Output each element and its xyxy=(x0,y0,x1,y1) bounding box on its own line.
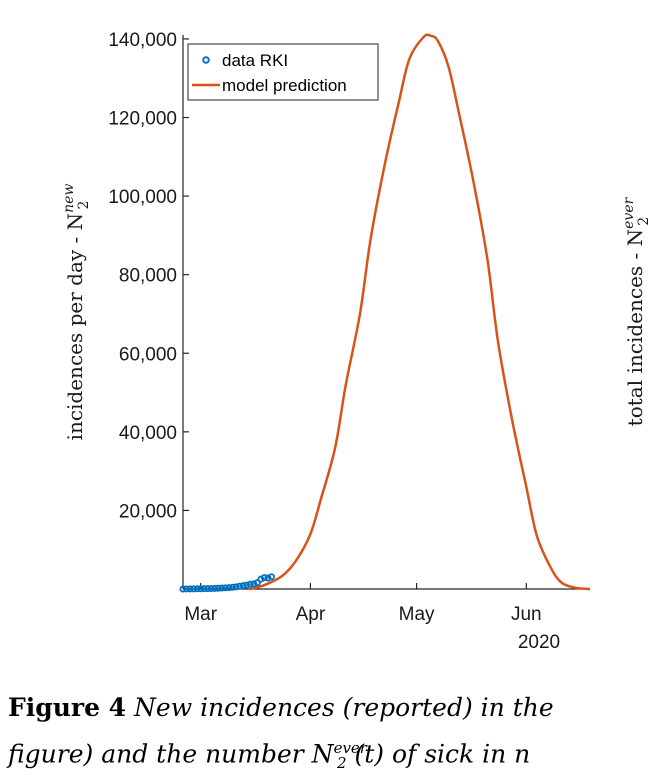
incidence-chart: 20,000 40,000 60,000 80,000 100,000 120,000 14… xyxy=(61,30,652,653)
data-rki-point xyxy=(183,585,191,593)
right-panel-y-axis-label: total incidences - Never2 xyxy=(621,196,652,426)
data-rki-point xyxy=(204,585,212,593)
x-tick-label: Jun xyxy=(511,604,542,625)
data-rki-point xyxy=(253,579,261,587)
legend: data RKI model prediction xyxy=(187,43,379,101)
x-tick-label: May xyxy=(399,604,435,625)
data-rki-point xyxy=(260,574,268,582)
data-rki-point xyxy=(229,583,237,591)
legend-label-model: model prediction xyxy=(222,76,347,95)
caption-text-2a: figure) and the number N xyxy=(8,739,334,769)
caption-text-1: New incidences (reported) in the xyxy=(134,693,554,722)
data-rki-point xyxy=(246,580,254,588)
x-tick-label: Apr xyxy=(296,604,326,625)
data-rki-point xyxy=(225,584,233,592)
caption-line-2: figure) and the number Never2 (t) of sic… xyxy=(8,728,664,783)
data-rki-point xyxy=(214,584,222,592)
data-rki-point xyxy=(239,582,247,590)
data-rki-series xyxy=(179,573,275,593)
x-axis-year-label: 2020 xyxy=(518,632,560,653)
caption-line-1: Figure 4 New incidences (reported) in th… xyxy=(8,688,664,728)
model-prediction-line xyxy=(249,33,591,591)
y-tick-label: 20,000 xyxy=(119,501,177,522)
legend-box xyxy=(187,43,379,101)
caption-sub: 2 xyxy=(336,754,347,773)
figure-label: Figure 4 xyxy=(8,693,127,722)
data-rki-point xyxy=(218,584,226,592)
y-tick-label: 140,000 xyxy=(108,30,177,51)
data-rki-point xyxy=(264,574,272,582)
data-rki-point xyxy=(250,580,258,588)
data-rki-point xyxy=(267,573,275,581)
data-rki-point xyxy=(236,582,244,590)
data-rki-point xyxy=(179,585,187,593)
legend-marker-data-rki xyxy=(202,56,210,64)
y-ticks: 20,000 40,000 60,000 80,000 100,000 120,000 14… xyxy=(108,30,189,522)
data-rki-point xyxy=(200,585,208,593)
data-rki-point xyxy=(221,584,229,592)
model-prediction-series xyxy=(249,33,591,591)
data-rki-point xyxy=(207,584,215,592)
y-tick-label: 80,000 xyxy=(119,266,177,287)
caption-text-2b: (t) of sick in n xyxy=(354,739,531,769)
data-rki-point xyxy=(186,585,194,593)
legend-label-data-rki: data RKI xyxy=(222,51,288,70)
data-rki-point xyxy=(193,585,201,593)
data-rki-point xyxy=(243,581,251,589)
x-tick-label: Mar xyxy=(184,604,217,625)
y-tick-label: 60,000 xyxy=(119,344,177,365)
y-tick-label: 100,000 xyxy=(108,187,177,208)
data-rki-point xyxy=(211,584,219,592)
x-ticks: Mar Apr May Jun xyxy=(184,583,542,625)
data-rki-point xyxy=(197,585,205,593)
y-tick-label: 120,000 xyxy=(108,109,177,130)
data-rki-point xyxy=(232,583,240,591)
plot-area: 20,000 40,000 60,000 80,000 100,000 120,000 14… xyxy=(108,30,591,625)
y-axis-label: incidences per day - Nnew2 xyxy=(61,184,92,441)
figure-caption: Figure 4 New incidences (reported) in th… xyxy=(8,688,664,783)
data-rki-point xyxy=(190,585,198,593)
y-tick-label: 40,000 xyxy=(119,423,177,444)
